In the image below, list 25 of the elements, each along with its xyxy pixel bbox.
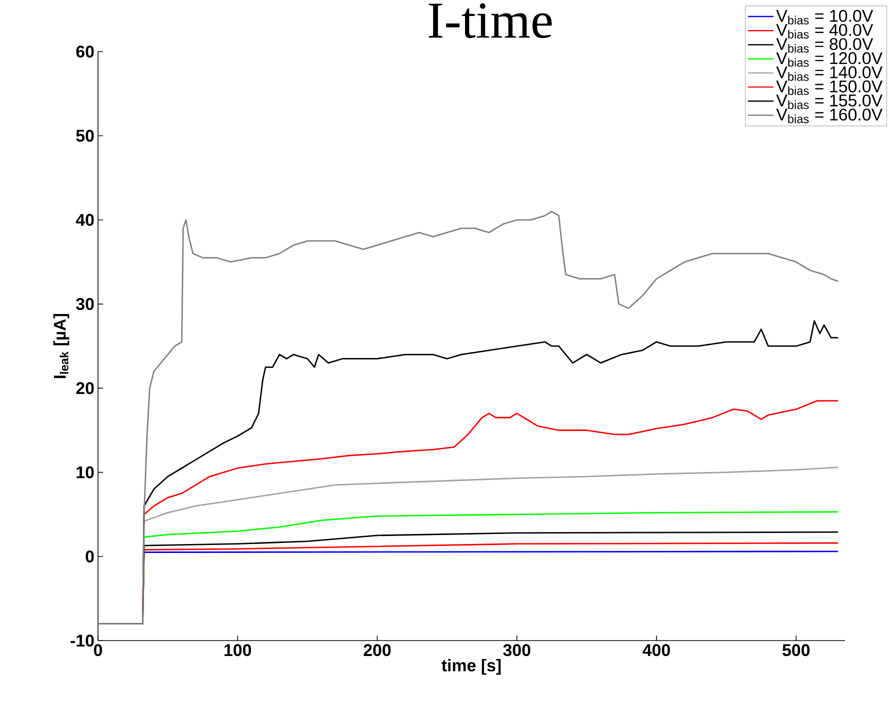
y-tick-label: 10 — [76, 466, 94, 479]
x-tick-label: 300 — [503, 644, 530, 656]
x-tick-label: 200 — [364, 644, 391, 656]
y-axis-title: I$_{leak}$ [µA] — [53, 314, 70, 378]
legend-label: V$_{bias}$ = 140.0V — [776, 66, 883, 82]
x-axis-title: time [s] — [442, 659, 501, 675]
x-tick-label: 100 — [224, 644, 252, 656]
x-tick-label: 400 — [642, 644, 670, 656]
legend-label: V$_{bias}$ = 155.0V — [776, 94, 883, 110]
legend-label: V$_{bias}$ = 80.0V — [776, 38, 874, 53]
x-tick-label: 0 — [94, 644, 102, 656]
legend-label: V$_{bias}$ = 150.0V — [776, 80, 883, 96]
y-tick-label: 20 — [76, 382, 94, 394]
legend-label: V$_{bias}$ = 120.0V — [776, 52, 883, 67]
chart-title: I-time — [428, 3, 552, 38]
y-tick-label: 50 — [76, 130, 94, 142]
y-tick-label: 0 — [86, 550, 94, 563]
legend-label: V$_{bias}$ = 10.0V — [776, 10, 874, 25]
legend-label: V$_{bias}$ = 40.0V — [776, 24, 874, 39]
legend-label: V$_{bias}$ = 160.0V — [776, 108, 883, 124]
y-tick-label: 30 — [76, 298, 94, 310]
y-tick-label: 40 — [76, 214, 94, 226]
x-tick-label: 500 — [782, 644, 810, 656]
y-tick-label: -10 — [70, 634, 94, 647]
y-tick-label: 60 — [76, 46, 94, 58]
